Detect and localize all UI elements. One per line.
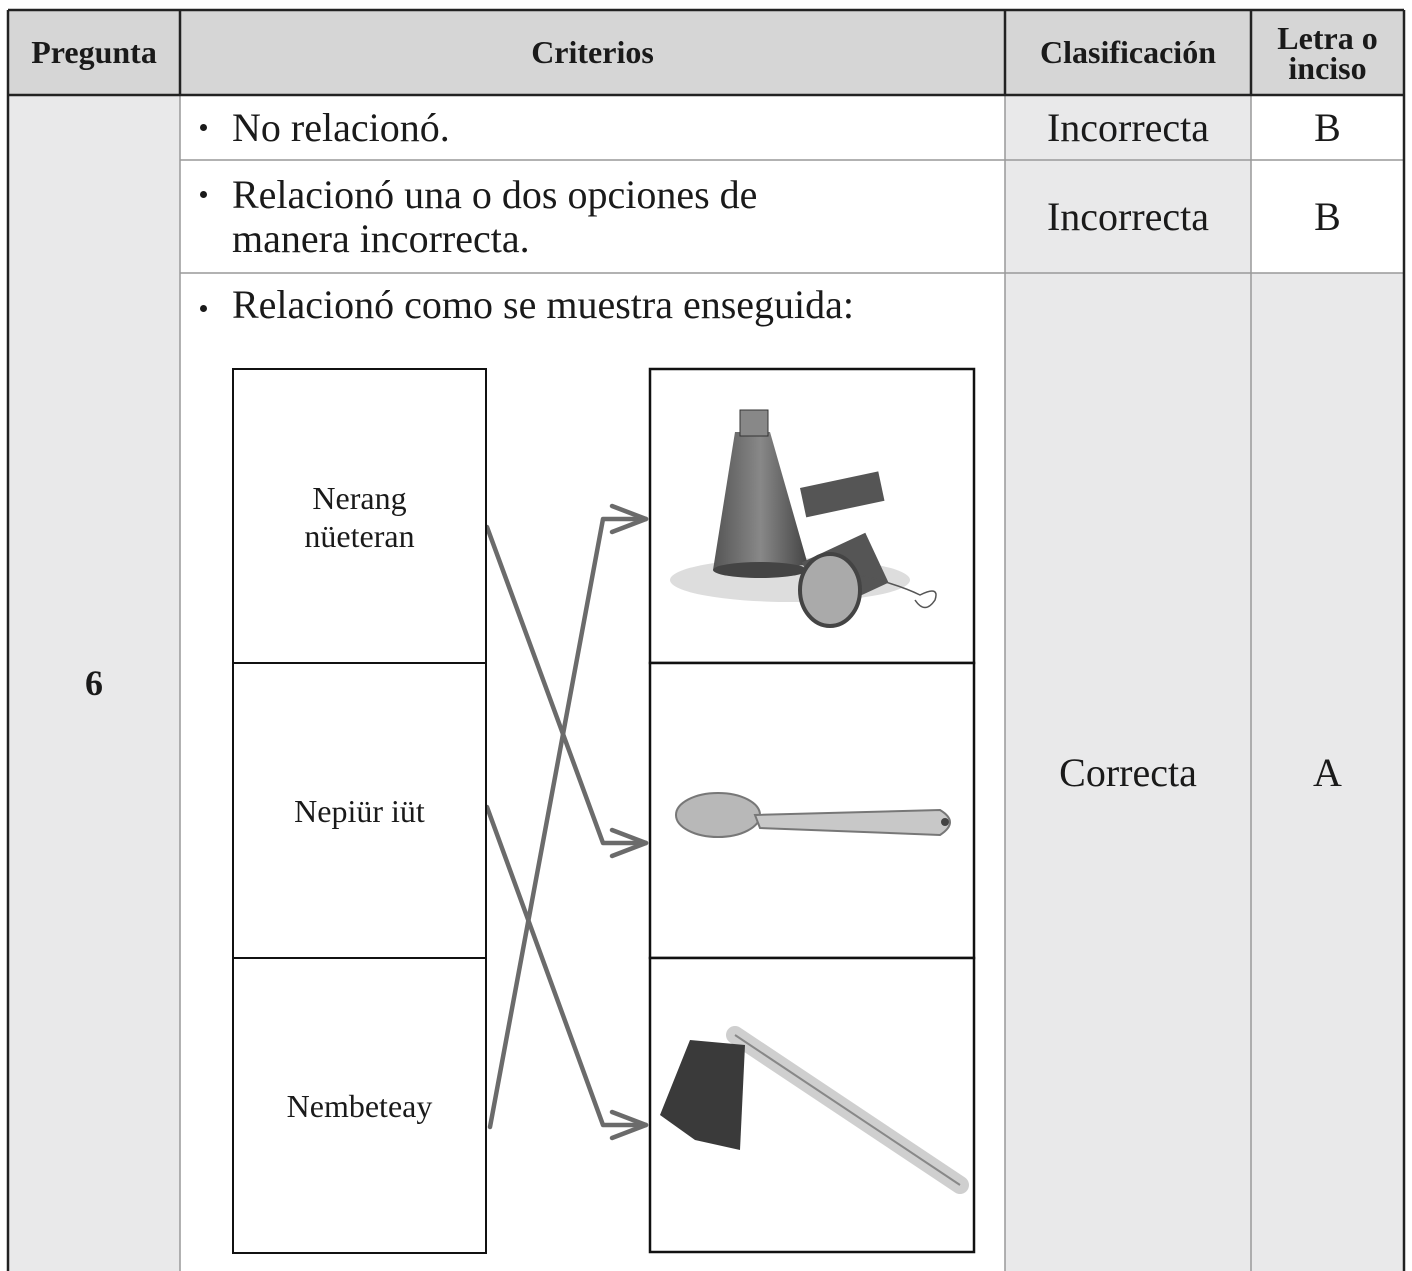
question-number: 6 [8, 95, 180, 1271]
header-cell: Clasificación [1005, 10, 1251, 95]
letter: B [1314, 194, 1341, 239]
classification: Correcta [1005, 273, 1251, 1271]
letter: A [1251, 273, 1404, 1271]
word: Nepiür iüt [294, 793, 425, 829]
word-box: Nepiür iüt [232, 662, 487, 960]
classification: Incorrecta [1005, 95, 1251, 160]
word-box: Nembeteay [232, 957, 487, 1254]
criterion-text: Relacionó como se muestra enseguida: [232, 282, 855, 327]
header-cell: Criterios [180, 10, 1005, 95]
letter: B [1314, 105, 1341, 150]
criterion-text: Relacionó una o dos opciones de manera i… [232, 171, 758, 261]
word: Nembeteay [286, 1087, 433, 1124]
criterion: No relacionó. [180, 95, 1005, 160]
criterion: Relacionó una o dos opciones de manera i… [180, 160, 1005, 273]
word: Nerang nüeteran [304, 479, 415, 554]
header-cell: Letra o inciso [1251, 10, 1404, 95]
criterion-text: No relacionó. [232, 104, 450, 150]
criterion: Relacionó como se muestra enseguida: [180, 273, 1005, 337]
header-cell: Pregunta [8, 10, 180, 95]
word-box: Nerang nüeteran [232, 368, 487, 665]
classification: Incorrecta [1005, 160, 1251, 273]
